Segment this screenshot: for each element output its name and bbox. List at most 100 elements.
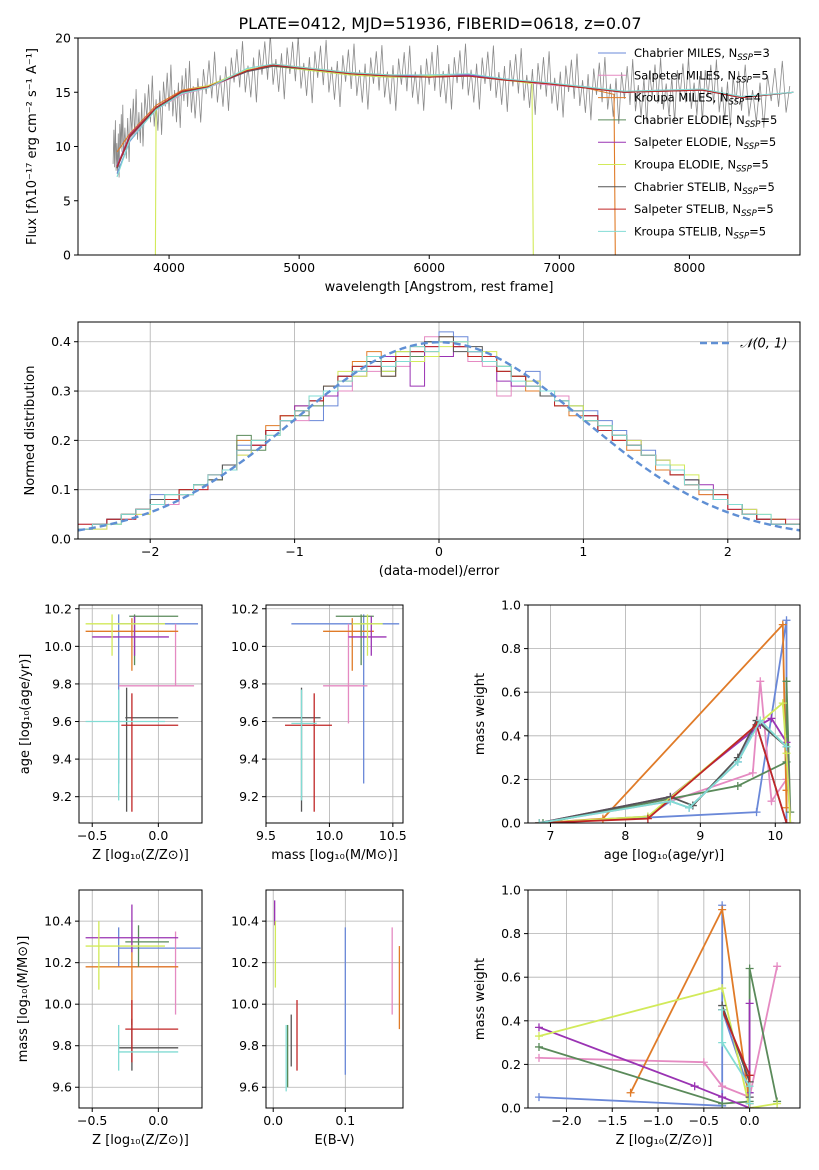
y-tick-label: 9.8	[239, 1038, 259, 1053]
weight-marker	[626, 1088, 635, 1097]
legend-text: Salpeter MILES, N	[634, 68, 736, 82]
x-tick-label: 10.0	[316, 828, 344, 843]
weight-marker	[752, 808, 761, 817]
legend-label: Kroupa ELODIE, NSSP=5	[634, 158, 769, 175]
y-tick-label: 9.2	[239, 789, 259, 804]
y-tick-label: 1.0	[501, 598, 521, 613]
legend-label: 𝒩(0, 1)	[740, 337, 787, 352]
axes-frame	[527, 889, 801, 1109]
legend-label: Kroupa MILES, NSSP=4	[634, 91, 761, 108]
panel-residuals: −2 −1 0 1 2 0.0 0.1 0.2 0.3 0.4 (data-model)/error…	[23, 321, 801, 579]
weight-marker	[534, 1042, 543, 1051]
y-tick-label: 1.0	[501, 883, 521, 898]
legend-suffix: =5	[757, 202, 774, 216]
y-tick-label: 15	[55, 85, 71, 100]
panel-mass-vs-EBV: 0.0 0.1 9.6 9.8 10.0 10.2 10.4 E(B-V)	[231, 889, 404, 1148]
legend-text: Kroupa MILES, N	[634, 91, 729, 105]
legend-text: Chabrier MILES, N	[634, 46, 737, 60]
legend-label: Salpeter STELIB, NSSP=5	[634, 202, 774, 219]
weight-line	[539, 622, 788, 823]
y-tick-label: 9.8	[52, 1038, 72, 1053]
axes-frame	[78, 604, 203, 824]
legend-sub: SSP	[744, 142, 760, 152]
panel-weight-vs-Z: −2.0 −1.5 −1.0 −0.5 0.0 0.0 0.2 0.4 0.6 0.8 1.0 Z […	[473, 883, 801, 1148]
weight-marker	[534, 1032, 543, 1041]
weight-line	[538, 905, 751, 1108]
axes-frame	[527, 604, 801, 824]
y-tick-label: 10.2	[44, 601, 72, 616]
y-tick-label: 0.0	[501, 1101, 521, 1116]
weight-marker	[538, 819, 547, 823]
plot-area	[85, 614, 199, 812]
x-tick-label: −2	[141, 544, 159, 559]
y-tick-label: 0.4	[51, 334, 71, 349]
weight-marker	[718, 1082, 727, 1091]
y-tick-label: 10.2	[231, 601, 259, 616]
axes-frame	[265, 889, 404, 1109]
y-tick-label: 0.1	[51, 482, 71, 497]
x-tick-label: 0.0	[148, 828, 168, 843]
legend-label: Salpeter MILES, NSSP=5	[634, 68, 769, 85]
axes-frame	[78, 889, 203, 1109]
y-tick-label: 10.0	[231, 997, 259, 1012]
y-tick-label: 5	[63, 193, 71, 208]
weight-marker	[535, 819, 544, 823]
weight-marker	[534, 1053, 543, 1062]
panel-weight-vs-age: 7 8 9 10 0.0 0.2 0.4 0.6 0.8 1.0 age [log₁₀(age/yr…	[473, 598, 801, 863]
weight-marker	[778, 699, 787, 708]
weight-marker	[718, 984, 727, 993]
x-tick-label: 5000	[283, 260, 315, 275]
y-tick-label: 0.3	[51, 384, 71, 399]
y-tick-label: 0.8	[501, 641, 521, 656]
x-axis-label: wavelength [Angstrom, rest frame]	[325, 280, 554, 295]
legend-sub: SSP	[745, 120, 761, 130]
x-tick-label: −0.5	[689, 1113, 719, 1128]
weight-line	[539, 620, 788, 823]
y-tick-label: 9.6	[239, 714, 259, 729]
x-tick-label: −1.5	[597, 1113, 627, 1128]
x-axis-label: mass [log₁₀(M/M⊙)]	[271, 848, 398, 863]
weight-marker	[718, 905, 727, 914]
y-tick-label: 0.0	[51, 532, 71, 547]
y-tick-label: 10.4	[231, 914, 259, 929]
x-tick-label: −1	[285, 544, 303, 559]
legend-suffix: =5	[749, 224, 766, 238]
weight-marker	[745, 1071, 754, 1080]
weight-marker	[782, 742, 791, 751]
y-tick-label: 0.0	[501, 816, 521, 831]
weight-line	[539, 723, 788, 823]
legend-sub: SSP	[737, 53, 753, 63]
legend-text: Salpeter ELODIE, N	[634, 135, 744, 149]
weight-marker	[699, 1058, 708, 1067]
weight-marker	[733, 757, 742, 766]
y-tick-label: 0.2	[501, 1057, 521, 1072]
y-tick-label: 10.4	[44, 914, 72, 929]
x-tick-label: 0.0	[148, 1113, 168, 1128]
x-axis-label: (data-model)/error	[379, 564, 500, 579]
y-axis-label: Flux [fλ10⁻¹⁷ erg cm⁻² s⁻¹ A⁻¹]	[25, 48, 40, 245]
model-spectrum-line	[116, 64, 794, 168]
legend-sub: SSP	[742, 187, 758, 197]
y-axis-label: mass [log₁₀(M/M⊙)]	[16, 936, 31, 1063]
weight-marker	[733, 781, 742, 790]
weight-line	[538, 986, 778, 1108]
legend-sub: SSP	[729, 98, 745, 108]
y-tick-label: 20	[55, 31, 71, 46]
x-tick-label: 10	[767, 828, 783, 843]
weight-marker	[718, 1038, 727, 1047]
x-tick-label: 0.0	[740, 1113, 760, 1128]
weight-marker	[773, 1099, 782, 1108]
model-spectrum-line	[116, 63, 616, 255]
x-tick-label: 9	[696, 828, 704, 843]
legend-suffix: =5	[752, 68, 769, 82]
x-tick-label: 7000	[543, 260, 575, 275]
model-spectrum-line	[116, 63, 794, 178]
weight-marker	[748, 768, 757, 777]
y-tick-label: 0.4	[501, 728, 521, 743]
legend-text: Chabrier ELODIE, N	[634, 113, 745, 127]
legend-suffix: =5	[758, 180, 775, 194]
x-tick-label: 8000	[674, 260, 706, 275]
weight-marker	[778, 620, 787, 629]
x-tick-label: 4000	[153, 260, 185, 275]
weight-marker	[745, 1099, 754, 1108]
